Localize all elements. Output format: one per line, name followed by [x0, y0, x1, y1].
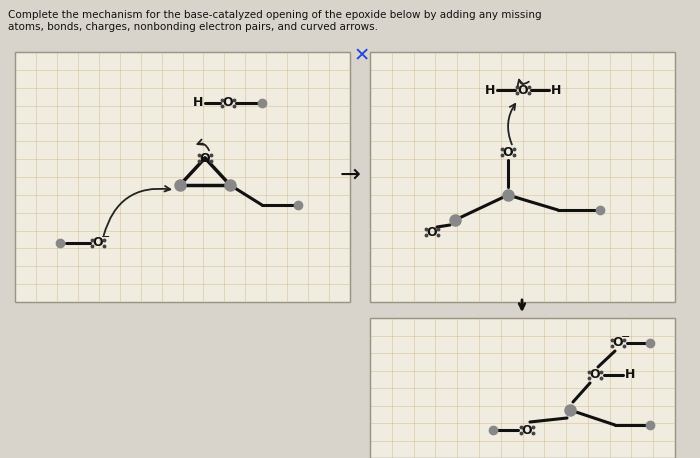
- Text: −: −: [102, 232, 111, 242]
- Text: →: →: [340, 163, 360, 187]
- Text: O: O: [503, 146, 513, 158]
- Text: H: H: [551, 83, 561, 97]
- Text: Complete the mechanism for the base-catalyzed opening of the epoxide below by ad: Complete the mechanism for the base-cata…: [8, 10, 542, 32]
- Text: ✕: ✕: [354, 47, 370, 65]
- Bar: [15, 52, 350, 302]
- Text: O: O: [199, 152, 210, 164]
- Text: O: O: [518, 83, 528, 97]
- Bar: [370, 318, 675, 458]
- Bar: [370, 52, 675, 302]
- Text: H: H: [485, 83, 495, 97]
- Text: O: O: [612, 337, 623, 349]
- Text: O: O: [522, 424, 532, 436]
- Text: H: H: [625, 369, 635, 382]
- Text: O: O: [92, 236, 104, 250]
- Text: O: O: [223, 97, 233, 109]
- Text: H: H: [193, 97, 203, 109]
- Text: O: O: [589, 369, 601, 382]
- Text: −: −: [622, 332, 631, 342]
- Text: O: O: [427, 225, 438, 239]
